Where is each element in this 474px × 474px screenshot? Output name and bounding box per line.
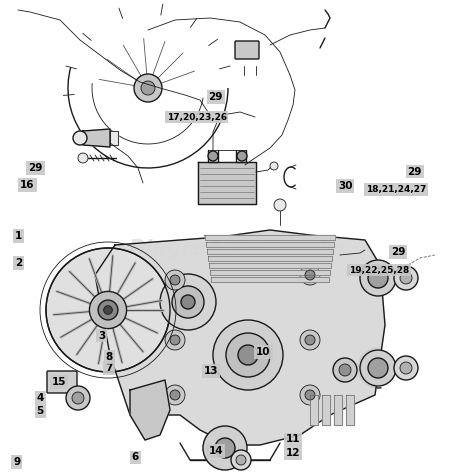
- Circle shape: [160, 274, 216, 330]
- Text: 29: 29: [391, 247, 405, 257]
- Text: 4: 4: [36, 392, 44, 403]
- Circle shape: [104, 306, 112, 314]
- Circle shape: [215, 438, 235, 458]
- Circle shape: [339, 364, 351, 376]
- Circle shape: [400, 272, 412, 284]
- Circle shape: [170, 275, 180, 285]
- Circle shape: [213, 320, 283, 390]
- Polygon shape: [205, 235, 335, 240]
- Circle shape: [238, 345, 258, 365]
- Text: 19,22,25,28: 19,22,25,28: [349, 266, 410, 274]
- Polygon shape: [346, 395, 354, 425]
- Circle shape: [360, 350, 396, 386]
- Circle shape: [368, 268, 388, 288]
- Polygon shape: [83, 129, 110, 147]
- Circle shape: [170, 390, 180, 400]
- Circle shape: [400, 362, 412, 374]
- Text: DiagramParts.com: DiagramParts.com: [128, 239, 346, 259]
- Circle shape: [78, 153, 88, 163]
- Polygon shape: [198, 162, 256, 204]
- Circle shape: [172, 286, 204, 318]
- Circle shape: [274, 199, 286, 211]
- Circle shape: [134, 74, 162, 102]
- Circle shape: [226, 333, 270, 377]
- Polygon shape: [209, 263, 331, 268]
- Circle shape: [165, 330, 185, 350]
- Polygon shape: [210, 270, 330, 275]
- Circle shape: [46, 248, 170, 372]
- Polygon shape: [130, 380, 170, 440]
- Polygon shape: [95, 230, 385, 445]
- Text: 29: 29: [28, 163, 43, 173]
- Circle shape: [305, 335, 315, 345]
- Text: 16: 16: [20, 180, 35, 190]
- Circle shape: [90, 292, 127, 328]
- Text: 6: 6: [131, 452, 139, 463]
- Polygon shape: [211, 277, 329, 282]
- Circle shape: [305, 270, 315, 280]
- Circle shape: [165, 385, 185, 405]
- Circle shape: [236, 455, 246, 465]
- Text: 2: 2: [15, 258, 23, 268]
- Text: 17,20,23,26: 17,20,23,26: [167, 113, 227, 121]
- Circle shape: [141, 81, 155, 95]
- Circle shape: [181, 295, 195, 309]
- Circle shape: [394, 356, 418, 380]
- Text: 13: 13: [204, 365, 218, 376]
- Text: 15: 15: [52, 377, 66, 387]
- Text: 18,21,24,27: 18,21,24,27: [365, 185, 426, 194]
- Circle shape: [66, 386, 90, 410]
- Text: 29: 29: [408, 166, 422, 177]
- Circle shape: [98, 300, 118, 320]
- Circle shape: [368, 358, 388, 378]
- Text: 14: 14: [209, 446, 223, 456]
- Text: 3: 3: [98, 330, 106, 341]
- Polygon shape: [208, 256, 332, 261]
- Text: 30: 30: [338, 181, 352, 191]
- Circle shape: [231, 450, 251, 470]
- Polygon shape: [110, 131, 118, 145]
- Circle shape: [203, 426, 247, 470]
- Polygon shape: [322, 395, 330, 425]
- Circle shape: [300, 330, 320, 350]
- Polygon shape: [334, 395, 342, 425]
- Text: 9: 9: [13, 457, 20, 467]
- Text: 8: 8: [105, 352, 113, 362]
- Text: 12: 12: [286, 447, 300, 458]
- Circle shape: [72, 392, 84, 404]
- Text: 5: 5: [36, 406, 44, 417]
- FancyBboxPatch shape: [235, 41, 259, 59]
- Circle shape: [208, 151, 218, 161]
- Text: 11: 11: [286, 434, 300, 445]
- Circle shape: [305, 390, 315, 400]
- Circle shape: [394, 266, 418, 290]
- Text: 1: 1: [14, 231, 22, 241]
- Text: 10: 10: [256, 347, 271, 357]
- Circle shape: [360, 260, 396, 296]
- Circle shape: [237, 151, 247, 161]
- Text: 7: 7: [105, 363, 113, 373]
- Circle shape: [333, 358, 357, 382]
- Circle shape: [73, 131, 87, 145]
- Polygon shape: [207, 249, 333, 254]
- Circle shape: [270, 162, 278, 170]
- Polygon shape: [310, 395, 318, 425]
- Polygon shape: [206, 242, 334, 247]
- Circle shape: [300, 385, 320, 405]
- FancyBboxPatch shape: [47, 371, 77, 393]
- Circle shape: [300, 265, 320, 285]
- Circle shape: [170, 335, 180, 345]
- Text: 29: 29: [209, 92, 223, 102]
- Circle shape: [165, 270, 185, 290]
